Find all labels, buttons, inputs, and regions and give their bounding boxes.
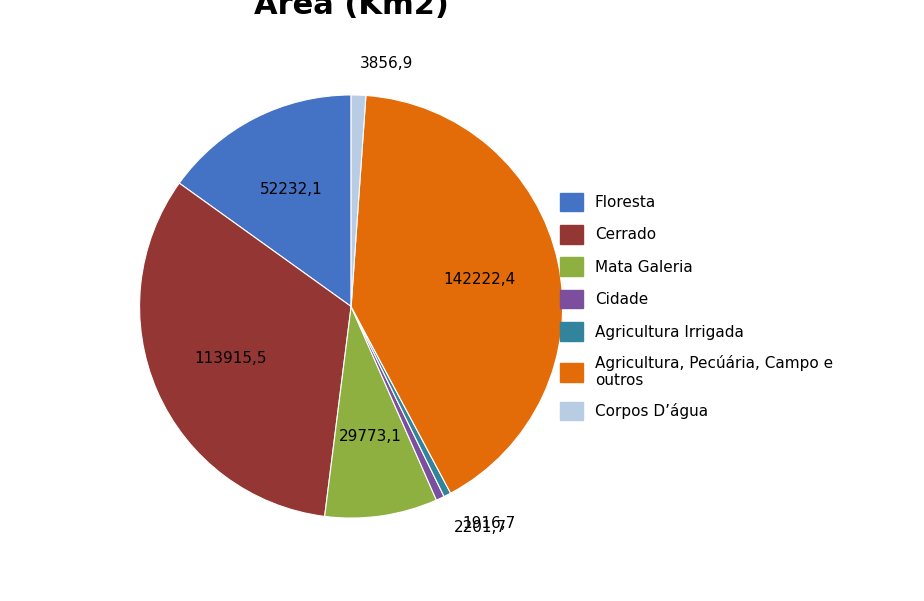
Text: 113915,5: 113915,5 (195, 352, 267, 367)
Wedge shape (351, 307, 451, 496)
Wedge shape (351, 95, 366, 307)
Wedge shape (351, 96, 563, 493)
Text: 2201,7: 2201,7 (454, 520, 506, 535)
Legend: Floresta, Cerrado, Mata Galeria, Cidade, Agricultura Irrigada, Agricultura, Pecú: Floresta, Cerrado, Mata Galeria, Cidade,… (560, 193, 833, 420)
Wedge shape (351, 307, 444, 500)
Wedge shape (140, 183, 351, 516)
Wedge shape (179, 95, 351, 307)
Title: Área (Km2): Área (Km2) (254, 0, 448, 20)
Text: 1916,7: 1916,7 (462, 516, 515, 531)
Text: 3856,9: 3856,9 (359, 56, 413, 71)
Text: 29773,1: 29773,1 (338, 429, 402, 444)
Text: 142222,4: 142222,4 (444, 272, 516, 287)
Wedge shape (324, 307, 436, 518)
Text: 52232,1: 52232,1 (260, 182, 322, 197)
